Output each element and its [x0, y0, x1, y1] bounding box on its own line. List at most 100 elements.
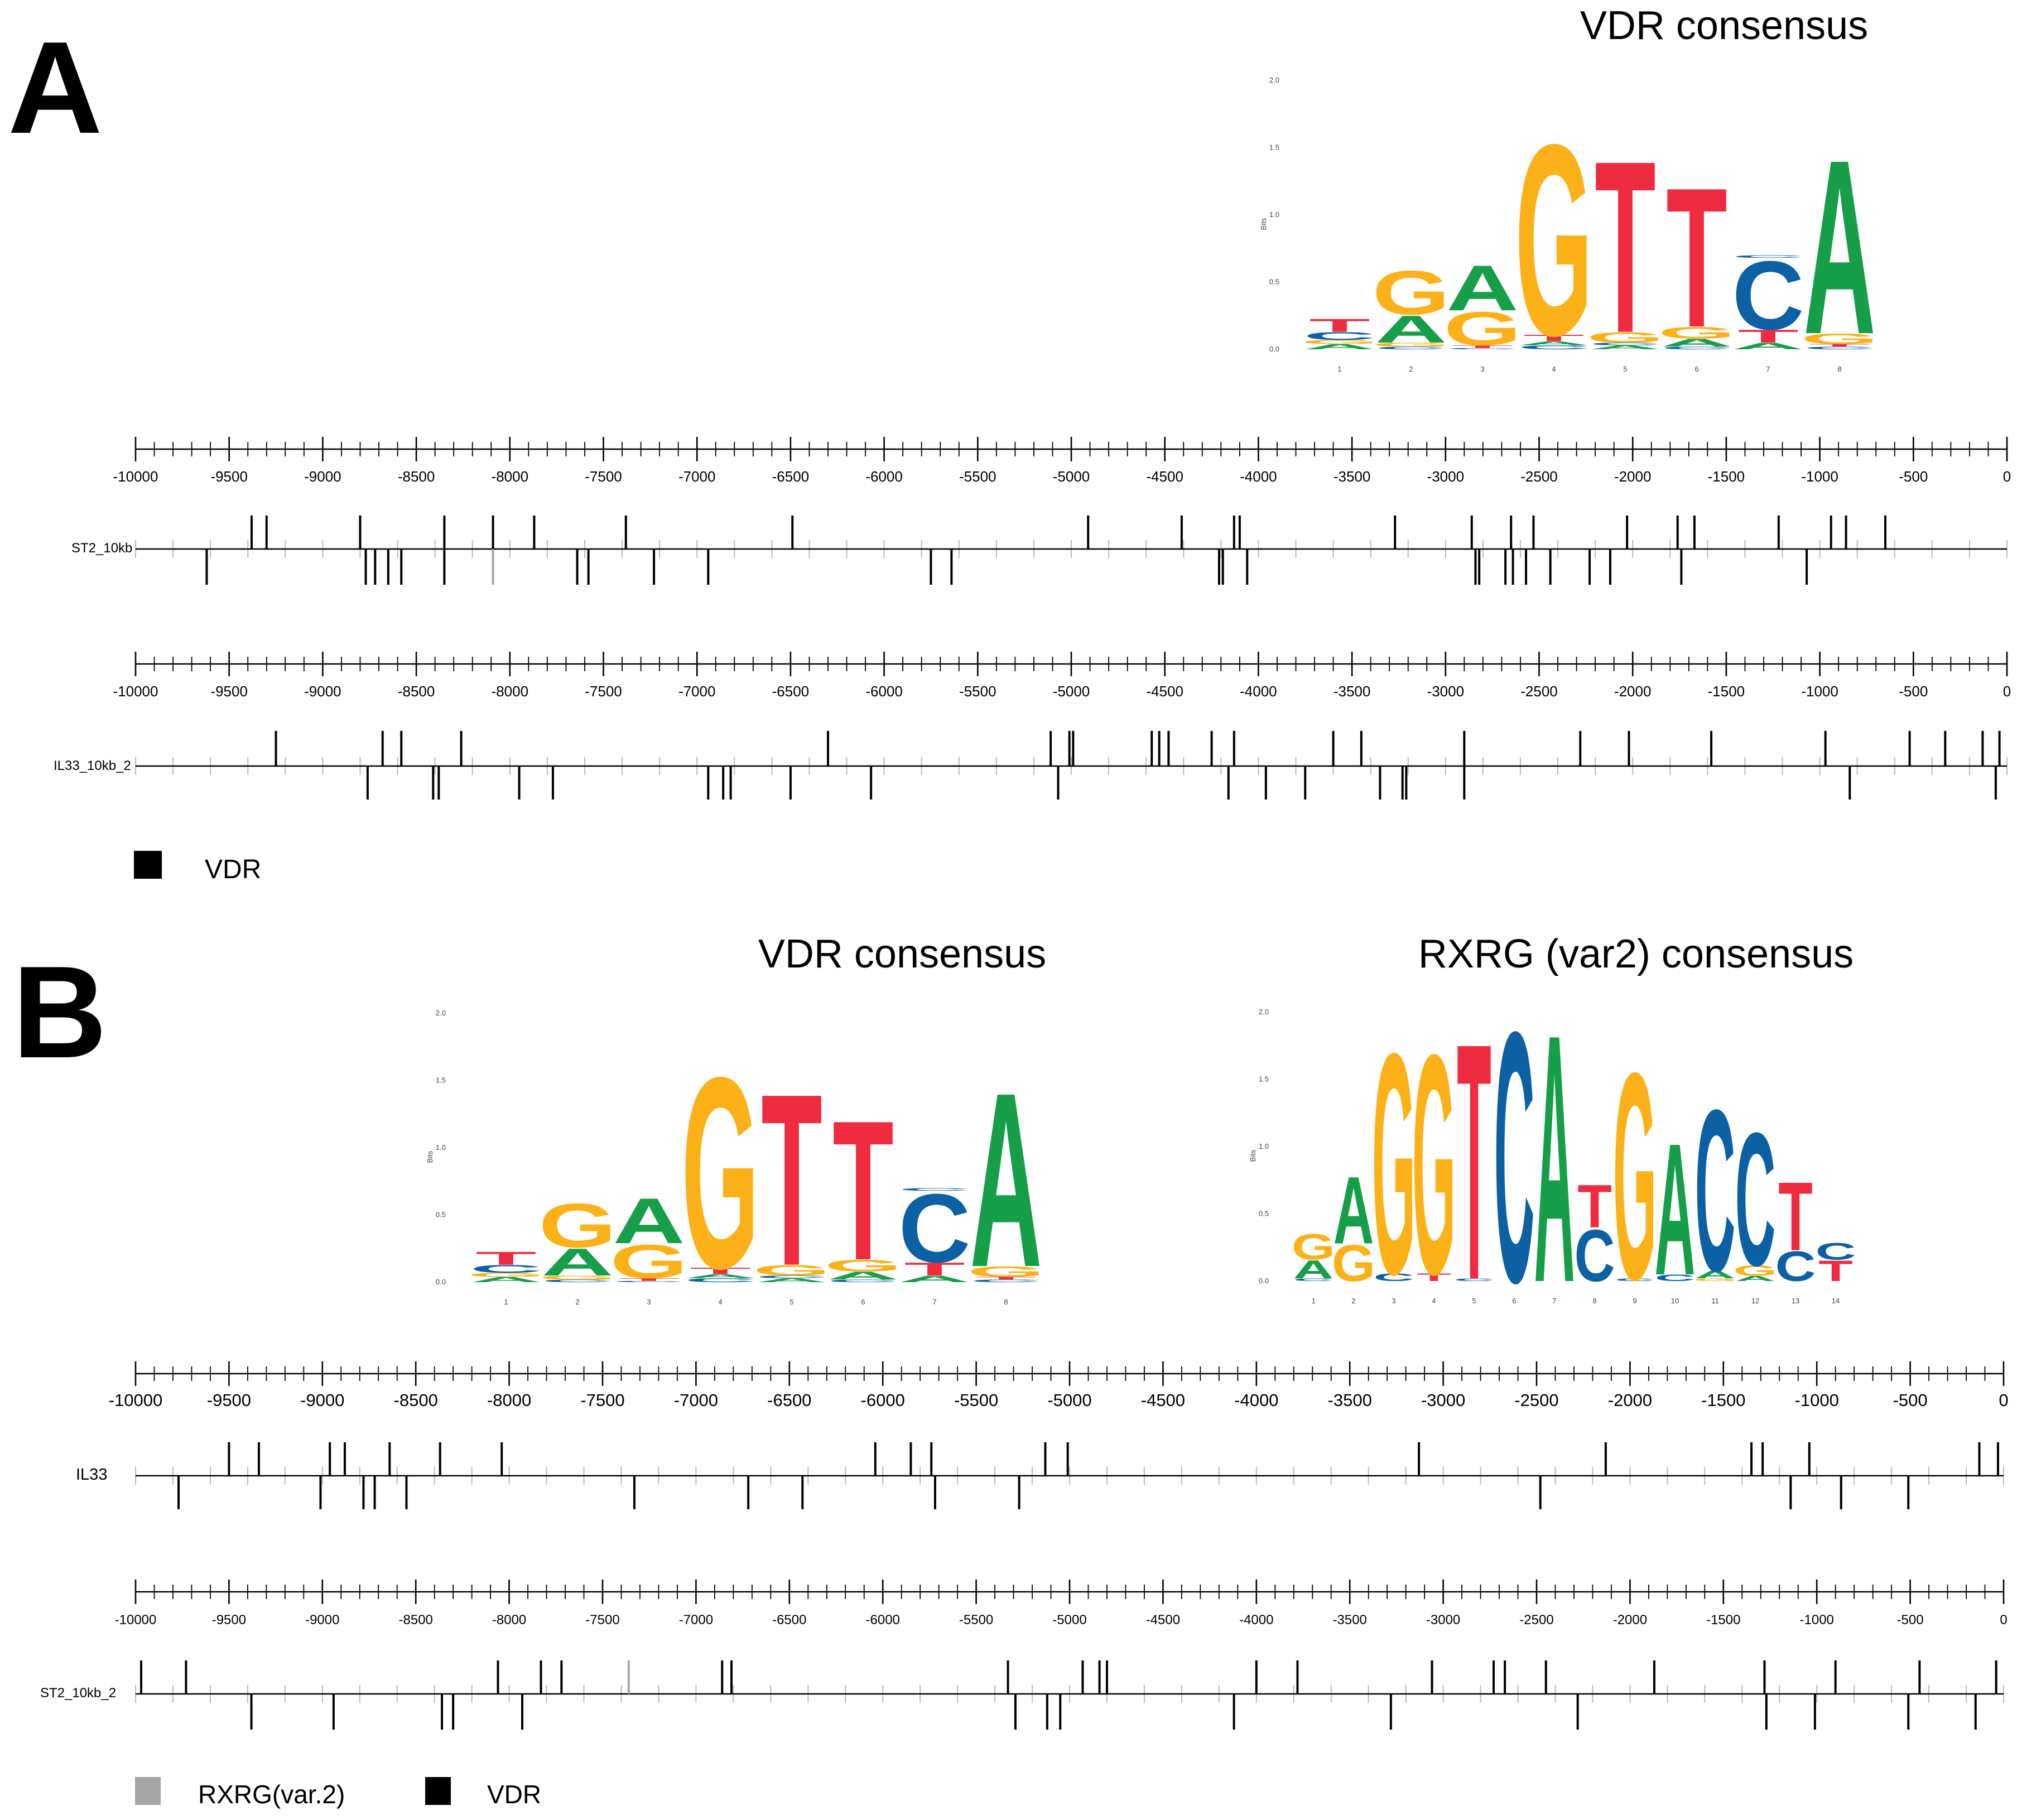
logo-rxrg-b-title: RXRG (var2) consensus [1418, 932, 1854, 976]
logo-position-label: 3 [1392, 1297, 1395, 1305]
logo-position-label: 3 [1480, 365, 1484, 373]
ruler-tick-label: -2500 [1514, 1390, 1558, 1410]
ruler-tick-label: -1500 [1708, 683, 1745, 700]
logo-letter-t: T [1778, 1163, 1813, 1272]
binding-site-track [135, 1660, 2004, 1730]
logo-letter-c: C [1816, 1238, 1856, 1265]
logo-position-label: 3 [647, 1298, 651, 1306]
logo-letter-g: G [538, 1274, 616, 1280]
ruler-tick-label: -2500 [1520, 683, 1558, 700]
ruler-tick-label: -4500 [1141, 1390, 1185, 1410]
track-label-st2-10kb-2: ST2_10kb_2 [40, 1686, 116, 1701]
logo-letter-t: T [1523, 333, 1584, 343]
logo-position-label: 9 [1633, 1297, 1636, 1305]
logo-position-label: 1 [504, 1298, 508, 1306]
ruler-tick-label: -4500 [1146, 683, 1183, 700]
ruler-tick-label: -1500 [1701, 1390, 1745, 1410]
ruler-tick-label: -7000 [679, 1612, 713, 1628]
logo-letter-t: T [832, 1078, 893, 1301]
logo-position-label: 4 [1552, 365, 1556, 373]
logo-letter-g: G [1301, 339, 1378, 345]
logo-letter-c: C [827, 1279, 899, 1283]
logo-letter-c: C [1454, 1278, 1495, 1282]
ruler-tick-label: -4000 [1239, 1612, 1273, 1628]
ruler-tick-label: -8500 [394, 1390, 438, 1410]
logo-letter-a: A [684, 1273, 756, 1279]
logo-letter-a: A [1803, 108, 1875, 387]
ruler-tick-label: -9500 [207, 1390, 251, 1410]
ruler-tick-label: -10000 [109, 1390, 163, 1410]
ruler-tick-label: -1000 [1801, 468, 1838, 485]
ruler-tick-label: -6500 [772, 468, 810, 485]
logo-ytick-label: 2.0 [1269, 76, 1279, 84]
logo-ytick-label: 1.5 [1269, 143, 1279, 152]
ruler-tick-label: -6000 [866, 1612, 900, 1628]
logo-position-label: 5 [1623, 365, 1627, 373]
logo-letter-a: A [613, 1185, 685, 1257]
ruler-tick-label: -2000 [1614, 468, 1652, 485]
logo-position-label: 7 [1552, 1297, 1556, 1305]
logo-letter-t: T [1417, 1271, 1451, 1283]
logo-letter-a: A [1303, 343, 1375, 351]
ruler-tick-label: -10000 [113, 468, 158, 485]
ruler-tick-label: -9500 [210, 683, 248, 700]
binding-site-track [135, 516, 2008, 585]
ruler-tick-label: -7500 [585, 468, 622, 485]
logo-letter-c: C [1732, 241, 1804, 350]
ruler-tick-label: -2500 [1519, 1612, 1553, 1628]
ruler-tick-label: -6000 [865, 683, 903, 700]
ruler-tick-label: -4000 [1234, 1390, 1278, 1410]
ruler-tick-label: -8000 [492, 468, 529, 485]
ruler-tick-label: -5500 [959, 468, 997, 485]
logo-letter-a: A [1334, 1156, 1374, 1264]
ruler-tick-label: -5000 [1053, 468, 1090, 485]
logo-position-label: 10 [1671, 1297, 1679, 1305]
legend-label-vdr-b: VDR [487, 1780, 541, 1809]
logo-position-label: 11 [1711, 1297, 1719, 1305]
logo-ylabel: Bits [426, 1150, 434, 1163]
logo-letter-g: G [1515, 88, 1592, 393]
ruler-tick-label: -7500 [585, 1612, 619, 1628]
legend-swatch-vdr-b [425, 1777, 451, 1805]
logo-letter-a: A [827, 1269, 899, 1282]
position-ruler: -10000 -9500 -9000 -8500 -8000 -7500 -7000 -650… [115, 1580, 2008, 1628]
ruler-tick-label: -4000 [1240, 468, 1277, 485]
ruler-tick-label: -4500 [1146, 1612, 1180, 1628]
ruler-tick-label: -4500 [1146, 468, 1183, 485]
logo-letter-a: A [470, 1275, 542, 1284]
logo-letter-c: C [1695, 1062, 1736, 1320]
ruler-tick-label: -9000 [304, 468, 341, 485]
logo-letter-a: A [755, 1277, 827, 1283]
ruler-tick-label: 0 [2003, 468, 2011, 485]
logo-letter-g: G [1613, 1011, 1657, 1341]
logo-letter-g: G [467, 1272, 545, 1278]
ruler-tick-label: -10000 [113, 683, 158, 700]
logo-ytick-label: 1.0 [1259, 1142, 1269, 1150]
logo-letter-g: G [1332, 1234, 1375, 1292]
logo-position-label: 8 [1592, 1297, 1596, 1305]
ruler-tick-label: -5000 [1047, 1390, 1091, 1410]
ruler-tick-label: -9000 [305, 1612, 339, 1628]
logo-letter-t: T [690, 1266, 750, 1276]
ruler-tick-label: -3500 [1334, 468, 1371, 485]
ruler-tick-label: -6500 [767, 1390, 811, 1410]
ruler-tick-label: -6500 [772, 683, 810, 700]
logo-letter-c: C [755, 1275, 827, 1279]
legend-label-vdr: VDR [205, 855, 261, 884]
logo-position-label: 2 [1409, 365, 1413, 373]
ruler-tick-label: -2000 [1608, 1390, 1652, 1410]
logo-letter-t: T [904, 1259, 965, 1279]
logo-ytick-label: 1.5 [436, 1076, 446, 1085]
ruler-tick-label: -2000 [1614, 683, 1652, 700]
ruler-tick-label: -5500 [954, 1390, 998, 1410]
logo-position-label: 1 [1337, 365, 1341, 373]
position-ruler: -10000 -9500 -9000 -8500 -8000 -7500 -7000 -650… [109, 1361, 2009, 1410]
logo-letter-g: G [1734, 1262, 1777, 1279]
logo-letter-c: C [1775, 1243, 1816, 1290]
logo-letter-a: A [1695, 1268, 1736, 1280]
ruler-tick-label: -3500 [1334, 683, 1371, 700]
ruler-tick-label: -500 [1893, 1390, 1928, 1410]
ruler-tick-label: -6000 [865, 468, 903, 485]
ruler-tick-label: -2000 [1613, 1612, 1647, 1628]
